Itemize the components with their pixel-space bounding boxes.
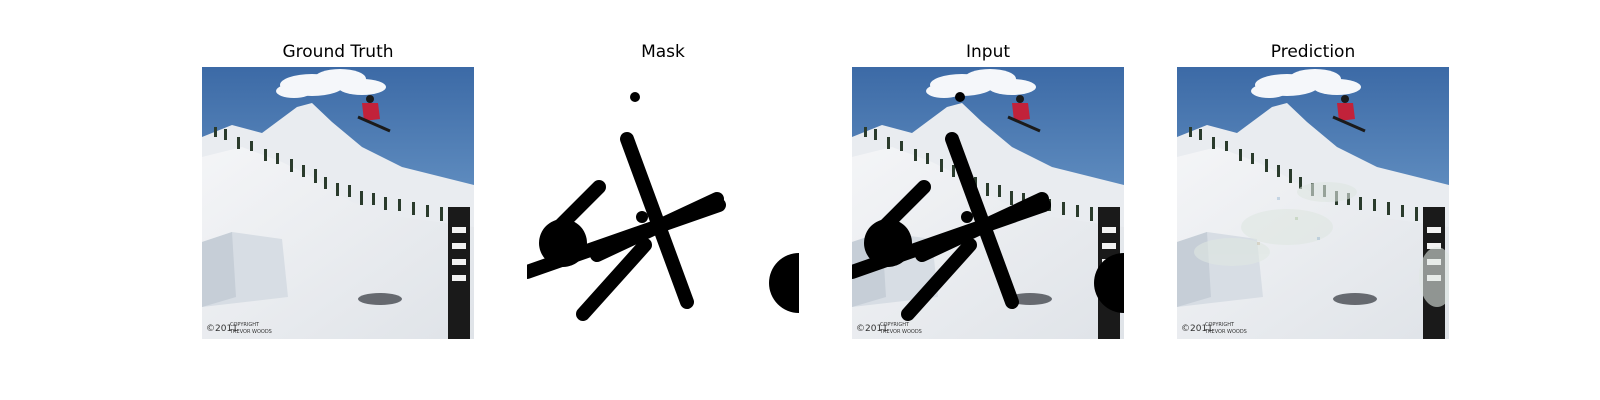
input-panel: Input ©2011 COPYRIGHT TREVOR WOODS bbox=[852, 0, 1124, 400]
input-image: ©2011 COPYRIGHT TREVOR WOODS bbox=[852, 67, 1124, 339]
watermark-year: ©2011 bbox=[856, 324, 888, 334]
watermark-line2: TREVOR WOODS bbox=[229, 329, 272, 335]
ground-truth-image: ©2011 COPYRIGHT TREVOR WOODS bbox=[202, 67, 474, 339]
watermark-line2: TREVOR WOODS bbox=[1204, 329, 1247, 335]
watermark-line1: COPYRIGHT bbox=[1205, 322, 1235, 328]
input-title: Input bbox=[965, 42, 1011, 62]
ground-truth-title: Ground Truth bbox=[282, 42, 394, 62]
prediction-image: ©2011 COPYRIGHT TREVOR WOODS bbox=[1177, 67, 1449, 339]
prediction-title: Prediction bbox=[1270, 42, 1356, 62]
mask-image bbox=[527, 67, 799, 339]
ground-truth-panel: Ground Truth ©2011 COPYRIGHT TREVOR WOOD… bbox=[202, 0, 474, 400]
mask-panel: Mask bbox=[527, 0, 799, 400]
watermark-line1: COPYRIGHT bbox=[880, 322, 910, 328]
mask-title: Mask bbox=[641, 42, 685, 62]
watermark-year: ©2011 bbox=[206, 324, 238, 334]
prediction-panel: Prediction ©2011 COPYRIGHT TREVOR WOODS bbox=[1177, 0, 1449, 400]
watermark-year: ©2011 bbox=[1181, 324, 1213, 334]
watermark-line1: COPYRIGHT bbox=[230, 322, 260, 328]
watermark-line2: TREVOR WOODS bbox=[879, 329, 922, 335]
